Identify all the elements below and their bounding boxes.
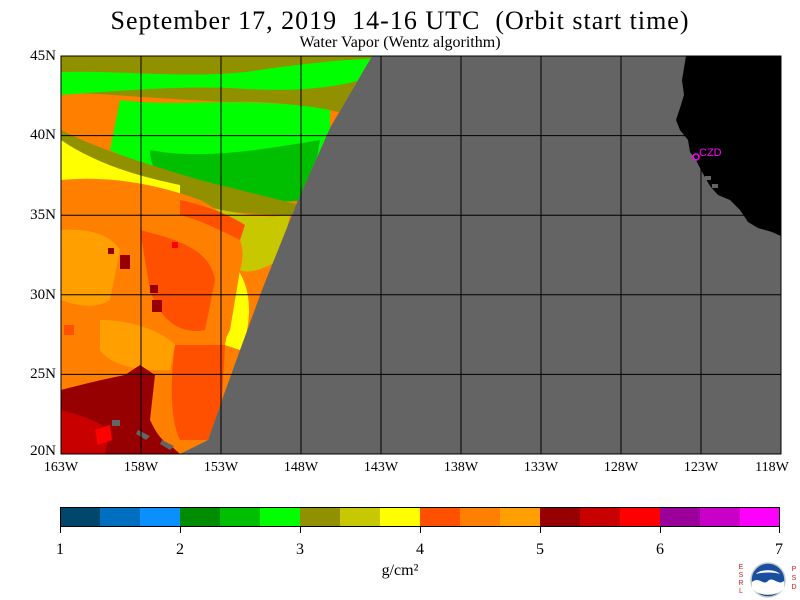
colorbar-cell — [460, 507, 500, 527]
station-label: CZD — [699, 147, 722, 159]
colorbar-tick — [660, 527, 661, 533]
colorbar-cell — [420, 507, 460, 527]
lon-label: 118W — [755, 460, 789, 475]
colorbar-tick — [60, 527, 61, 533]
colorbar-tick — [180, 527, 181, 533]
lat-label: 20N — [30, 443, 56, 459]
lon-label: 123W — [683, 460, 719, 475]
colorbar-cell — [340, 507, 380, 527]
station-marker — [692, 153, 700, 161]
colorbar-cell — [260, 507, 300, 527]
lon-label: 153W — [203, 460, 239, 475]
colorbar-cell — [100, 507, 140, 527]
colorbar-label: 1 — [56, 541, 64, 558]
colorbar-tick — [779, 527, 780, 533]
noaa-logo: E S R L P S D — [738, 562, 797, 598]
lat-label: 35N — [30, 207, 56, 223]
colorbar-cell — [60, 507, 100, 527]
lon-label: 158W — [123, 460, 159, 475]
colorbar-cell — [660, 507, 700, 527]
logo-letter: D — [791, 584, 796, 591]
colorbar-cell — [380, 507, 420, 527]
logo-letter: P — [792, 566, 797, 573]
colorbar-label: 6 — [656, 541, 664, 558]
lat-label: 40N — [30, 127, 56, 143]
logo-letter: S — [739, 572, 744, 579]
logo-letter: R — [738, 580, 743, 587]
colorbar-cell — [140, 507, 180, 527]
logo-letter: S — [792, 575, 797, 582]
grid-lines — [61, 56, 781, 454]
colorbar-cell — [700, 507, 740, 527]
plot-frame — [60, 55, 782, 455]
colorbar-frame — [60, 507, 780, 527]
colorbar-label: 7 — [775, 541, 783, 558]
colorbar-tick — [540, 527, 541, 533]
colorbar-label: 5 — [536, 541, 544, 558]
colorbar-cell — [500, 507, 540, 527]
colorbar-cell — [620, 507, 660, 527]
chart-subtitle: Water Vapor (Wentz algorithm) — [299, 34, 501, 51]
lat-label: 25N — [30, 366, 56, 382]
colorbar-cell — [300, 507, 340, 527]
logo-letter: L — [739, 588, 743, 595]
colorbar-tick — [420, 527, 421, 533]
lon-label: 143W — [363, 460, 399, 475]
logo-letter: E — [739, 564, 744, 571]
colorbar-label: 2 — [176, 541, 184, 558]
lon-label: 148W — [283, 460, 319, 475]
colorbar-cell — [740, 507, 780, 527]
colorbar-cell — [220, 507, 260, 527]
colorbar-cell — [580, 507, 620, 527]
colorbar-label: 3 — [296, 541, 304, 558]
land-mass — [676, 56, 781, 236]
lon-label: 138W — [443, 460, 479, 475]
colorbar-label: 4 — [416, 541, 424, 558]
lat-label: 45N — [30, 48, 56, 64]
colorbar-tick — [300, 527, 301, 533]
chart-title: September 17, 2019 14-16 UTC (Orbit star… — [110, 6, 690, 35]
colorbar-cell — [540, 507, 580, 527]
lon-label: 128W — [603, 460, 639, 475]
colorbar-unit: g/cm² — [381, 562, 419, 579]
lon-label: 163W — [43, 460, 79, 475]
colorbar-cell — [180, 507, 220, 527]
lat-label: 30N — [30, 287, 56, 303]
lon-label: 133W — [523, 460, 559, 475]
